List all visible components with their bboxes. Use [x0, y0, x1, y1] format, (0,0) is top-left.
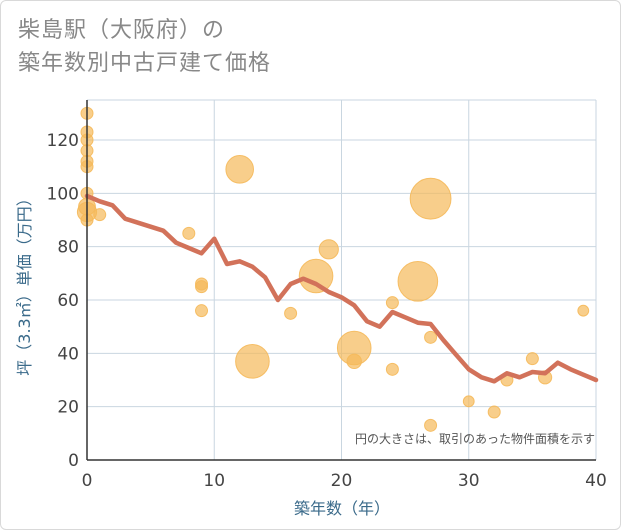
y-tick-label-100: 100 — [47, 184, 79, 204]
bubble-point-27 — [424, 418, 438, 432]
bubble-point-33 — [577, 304, 590, 317]
bubble-point-21 — [346, 353, 362, 370]
bubble-point-24 — [397, 261, 439, 302]
bubble-point-25 — [409, 177, 452, 220]
axes: 0 20 40 60 80 100 120 0 10 20 30 40 — [47, 100, 607, 491]
x-tick-label-30: 30 — [458, 471, 480, 491]
bubble-point-23 — [385, 362, 399, 376]
bubble-point-18 — [298, 258, 334, 294]
bubble-layer — [76, 106, 590, 432]
title-line-1: 柴島駅（大阪府）の — [18, 18, 226, 43]
y-tick-label-80: 80 — [57, 238, 79, 258]
bubble-point-14 — [195, 304, 209, 318]
trend-layer — [84, 193, 599, 384]
bubble-point-13 — [195, 280, 209, 294]
x-tick-label-40: 40 — [585, 471, 607, 491]
bubble-point-16 — [235, 344, 270, 379]
bubble-point-17 — [284, 306, 298, 320]
y-tick-label-40: 40 — [57, 344, 79, 364]
title-line-2: 築年数別中古戸建て価格 — [18, 51, 272, 76]
y-axis-label: 坪（3.3㎡）単価（万円） — [15, 190, 34, 375]
bubble-point-19 — [318, 239, 339, 260]
bubble-point-10 — [93, 208, 107, 222]
bubble-point-26 — [424, 330, 438, 344]
bubble-point-22 — [385, 296, 399, 310]
grid-lines — [87, 99, 597, 460]
chart-title: 柴島駅（大阪府）の 築年数別中古戸建て価格 — [18, 14, 271, 80]
bubble-point-15 — [225, 155, 254, 184]
bubble-point-29 — [487, 405, 501, 419]
size-note: 円の大きさは、取引のあった物件面積を示す — [355, 431, 595, 446]
x-tick-label-20: 20 — [331, 471, 353, 491]
bubble-point-28 — [462, 395, 475, 408]
x-tick-label-10: 10 — [203, 471, 225, 491]
x-axis-label: 築年数（年） — [294, 499, 390, 518]
bubble-point-31 — [525, 352, 539, 366]
y-tick-label-60: 60 — [57, 291, 79, 311]
trend-line — [84, 193, 599, 384]
y-tick-label-20: 20 — [57, 398, 79, 418]
x-tick-label-0: 0 — [82, 471, 93, 491]
bubble-point-11 — [182, 226, 196, 240]
y-tick-label-0: 0 — [68, 451, 79, 471]
y-tick-label-120: 120 — [47, 131, 79, 151]
